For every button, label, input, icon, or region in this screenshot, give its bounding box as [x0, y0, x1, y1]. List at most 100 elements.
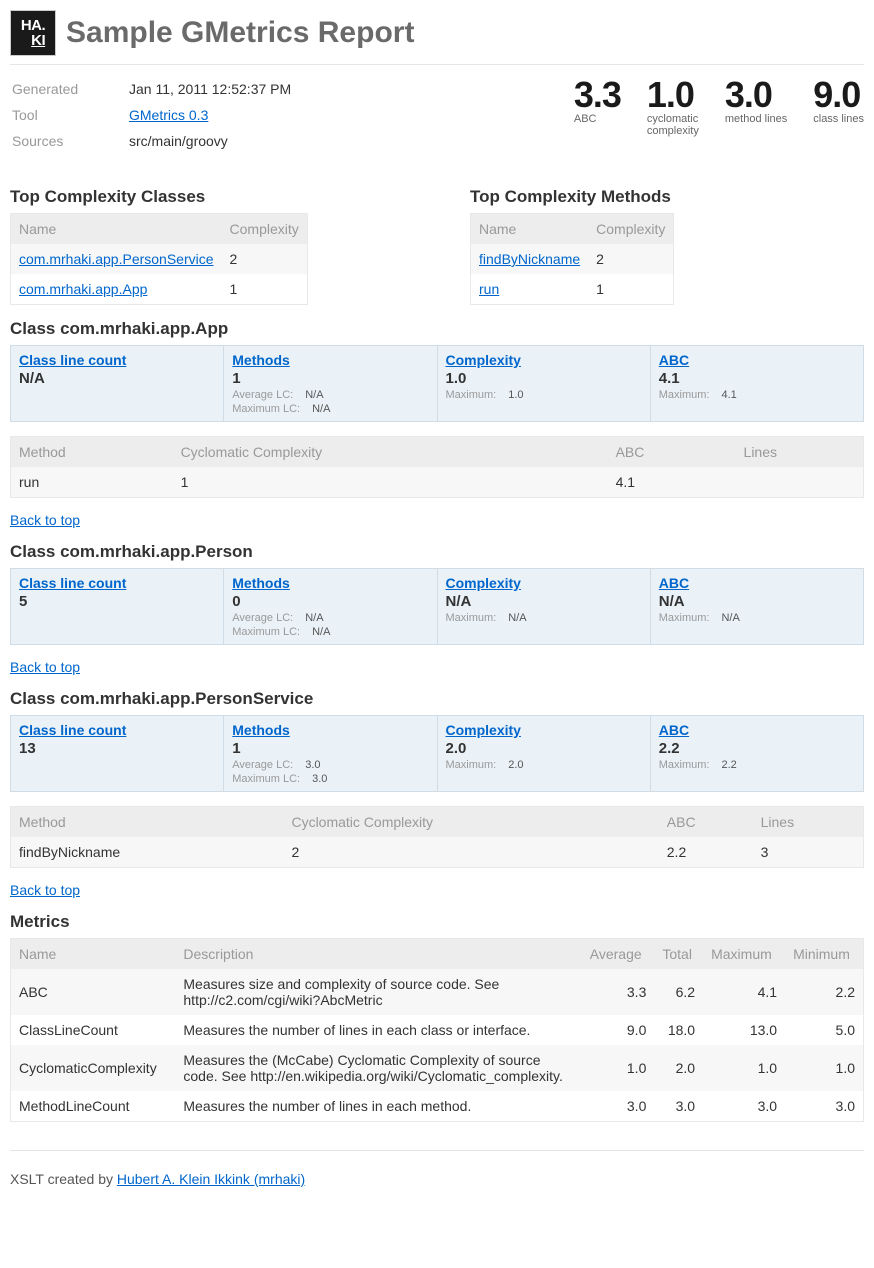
- back-to-top-link[interactable]: Back to top: [10, 659, 80, 675]
- col-header: Lines: [753, 807, 864, 838]
- footer-prefix: XSLT created by: [10, 1171, 117, 1187]
- sources-label: Sources: [12, 129, 127, 153]
- avg-value: 3.3: [582, 969, 655, 1015]
- max-value: 1.0: [703, 1045, 785, 1091]
- top-classes-table: Name Complexity com.mrhaki.app.PersonSer…: [10, 213, 308, 305]
- table-row: com.mrhaki.app.App 1: [11, 274, 308, 305]
- methods-label[interactable]: Methods: [232, 575, 290, 591]
- table-row: ClassLineCountMeasures the number of lin…: [11, 1015, 864, 1045]
- top-methods-table: Name Complexity findByNickname2run1: [470, 213, 674, 305]
- line-count-label[interactable]: Class line count: [19, 722, 126, 738]
- cc-value: 2: [283, 837, 658, 868]
- methods-value: 1: [232, 740, 428, 757]
- tool-label: Tool: [12, 103, 127, 127]
- big-metric: 3.0method lines: [725, 77, 787, 125]
- class-summary: Class line count5Methods0Average LC:N/AM…: [10, 568, 864, 645]
- col-avg: Average: [582, 939, 655, 970]
- col-max: Maximum: [703, 939, 785, 970]
- table-row: CyclomaticComplexityMeasures the (McCabe…: [11, 1045, 864, 1091]
- total-value: 2.0: [654, 1045, 703, 1091]
- line-count-label[interactable]: Class line count: [19, 575, 126, 591]
- big-metric: 9.0class lines: [813, 77, 864, 125]
- max-lc: Maximum LC:N/A: [232, 626, 428, 638]
- footer-link[interactable]: Hubert A. Klein Ikkink (mrhaki): [117, 1171, 305, 1187]
- abc-value: 2.2: [659, 740, 855, 757]
- abc-value: 4.1: [608, 467, 736, 498]
- col-total: Total: [654, 939, 703, 970]
- table-row: ABCMeasures size and complexity of sourc…: [11, 969, 864, 1015]
- abc-max: Maximum:N/A: [659, 612, 855, 624]
- divider: [10, 64, 864, 65]
- methods-label[interactable]: Methods: [232, 722, 290, 738]
- table-row: MethodLineCountMeasures the number of li…: [11, 1091, 864, 1122]
- complexity-value: N/A: [446, 593, 642, 610]
- complexity-value: 1: [588, 274, 674, 305]
- min-value: 1.0: [785, 1045, 863, 1091]
- generated-value: Jan 11, 2011 12:52:37 PM: [129, 77, 291, 101]
- table-row: run14.1: [11, 467, 864, 498]
- method-link[interactable]: run: [479, 281, 499, 297]
- max-value: 4.1: [703, 969, 785, 1015]
- metric-value: 3.3: [574, 77, 621, 113]
- class-link[interactable]: com.mrhaki.app.App: [19, 281, 147, 297]
- abc-label[interactable]: ABC: [659, 575, 689, 591]
- col-name: Name: [11, 939, 176, 970]
- metric-name: MethodLineCount: [11, 1091, 176, 1122]
- metric-label: cyclomaticcomplexity: [647, 113, 699, 137]
- total-value: 3.0: [654, 1091, 703, 1122]
- abc-value: 2.2: [659, 837, 753, 868]
- avg-value: 9.0: [582, 1015, 655, 1045]
- complexity-value: 1.0: [446, 370, 642, 387]
- top-methods-title: Top Complexity Methods: [470, 187, 674, 207]
- class-title: Class com.mrhaki.app.PersonService: [10, 689, 864, 709]
- metrics-title: Metrics: [10, 912, 864, 932]
- generated-label: Generated: [12, 77, 127, 101]
- table-row: findByNickname2: [471, 244, 674, 274]
- min-value: 2.2: [785, 969, 863, 1015]
- back-to-top-link[interactable]: Back to top: [10, 882, 80, 898]
- back-to-top-link[interactable]: Back to top: [10, 512, 80, 528]
- min-value: 3.0: [785, 1091, 863, 1122]
- complexity-value: 2.0: [446, 740, 642, 757]
- max-value: 13.0: [703, 1015, 785, 1045]
- complexity-label[interactable]: Complexity: [446, 352, 521, 368]
- info-table: Generated Jan 11, 2011 12:52:37 PM Tool …: [10, 75, 293, 155]
- col-header: Method: [11, 807, 284, 838]
- class-title: Class com.mrhaki.app.Person: [10, 542, 864, 562]
- class-link[interactable]: com.mrhaki.app.PersonService: [19, 251, 214, 267]
- col-complexity: Complexity: [588, 214, 674, 245]
- logo-line2: KI: [21, 33, 45, 48]
- methods-table: MethodCyclomatic ComplexityABCLinesrun14…: [10, 436, 864, 498]
- tool-link[interactable]: GMetrics 0.3: [129, 107, 208, 123]
- page-title: Sample GMetrics Report: [66, 16, 414, 50]
- big-metric: 3.3ABC: [574, 77, 621, 125]
- abc-label[interactable]: ABC: [659, 352, 689, 368]
- max-value: 3.0: [703, 1091, 785, 1122]
- info-row: Generated Jan 11, 2011 12:52:37 PM Tool …: [10, 75, 864, 155]
- avg-value: 3.0: [582, 1091, 655, 1122]
- complexity-label[interactable]: Complexity: [446, 575, 521, 591]
- col-header: Lines: [736, 437, 864, 468]
- metric-name: CyclomaticComplexity: [11, 1045, 176, 1091]
- avg-lc: Average LC:3.0: [232, 759, 428, 771]
- methods-table: MethodCyclomatic ComplexityABCLinesfindB…: [10, 806, 864, 868]
- complexity-value: 2: [222, 244, 308, 274]
- col-header: Method: [11, 437, 173, 468]
- logo-line1: HA.: [21, 18, 45, 33]
- methods-label[interactable]: Methods: [232, 352, 290, 368]
- complexity-label[interactable]: Complexity: [446, 722, 521, 738]
- cc-value: 1: [173, 467, 608, 498]
- method-link[interactable]: findByNickname: [479, 251, 580, 267]
- metric-value: 3.0: [725, 77, 787, 113]
- method-name: run: [11, 467, 173, 498]
- method-name: findByNickname: [11, 837, 284, 868]
- complexity-max: Maximum:1.0: [446, 389, 642, 401]
- lines-value: 3: [753, 837, 864, 868]
- complexity-value: 1: [222, 274, 308, 305]
- abc-max: Maximum:2.2: [659, 759, 855, 771]
- class-title: Class com.mrhaki.app.App: [10, 319, 864, 339]
- class-summary: Class line count13Methods1Average LC:3.0…: [10, 715, 864, 792]
- abc-label[interactable]: ABC: [659, 722, 689, 738]
- line-count-label[interactable]: Class line count: [19, 352, 126, 368]
- min-value: 5.0: [785, 1015, 863, 1045]
